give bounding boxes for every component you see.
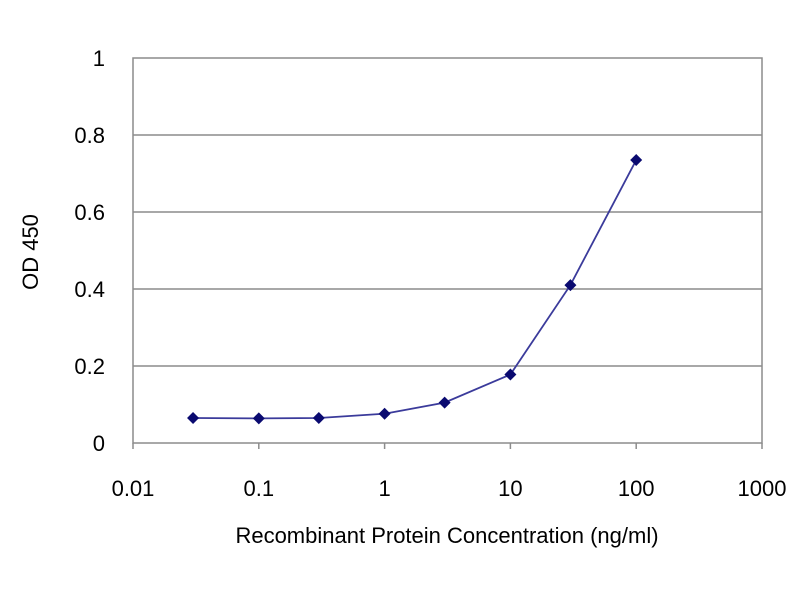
- y-tick-label: 0.6: [74, 200, 105, 225]
- data-markers: [187, 154, 643, 425]
- y-tick-label: 0.4: [74, 277, 105, 302]
- x-tick-label: 100: [618, 476, 655, 501]
- data-point: [252, 412, 265, 425]
- x-axis-ticks: [132, 443, 763, 449]
- x-axis-title: Recombinant Protein Concentration (ng/ml…: [235, 523, 658, 548]
- y-axis-title: OD 450: [18, 214, 43, 290]
- series-line: [192, 159, 637, 420]
- x-tick-label: 10: [498, 476, 522, 501]
- data-point: [378, 407, 391, 420]
- x-tick-label: 0.1: [244, 476, 275, 501]
- data-point: [312, 411, 325, 424]
- data-point: [504, 368, 517, 381]
- x-tick-label: 0.01: [112, 476, 155, 501]
- y-tick-label: 1: [93, 46, 105, 71]
- data-series: [192, 159, 637, 420]
- gridlines: [133, 134, 762, 367]
- data-point: [187, 411, 200, 424]
- x-tick-label: 1: [378, 476, 390, 501]
- y-tick-label: 0: [93, 431, 105, 456]
- data-point: [630, 154, 643, 167]
- y-axis-tick-labels: 0 0.2 0.4 0.6 0.8 1: [74, 46, 105, 456]
- x-axis-tick-labels: 0.01 0.1 1 10 100 1000: [112, 476, 787, 501]
- data-point: [438, 396, 451, 409]
- y-tick-label: 0.2: [74, 354, 105, 379]
- plot-area: [132, 57, 763, 444]
- plot-frame: [132, 57, 763, 444]
- x-tick-label: 1000: [738, 476, 787, 501]
- y-tick-label: 0.8: [74, 123, 105, 148]
- data-point: [564, 279, 577, 292]
